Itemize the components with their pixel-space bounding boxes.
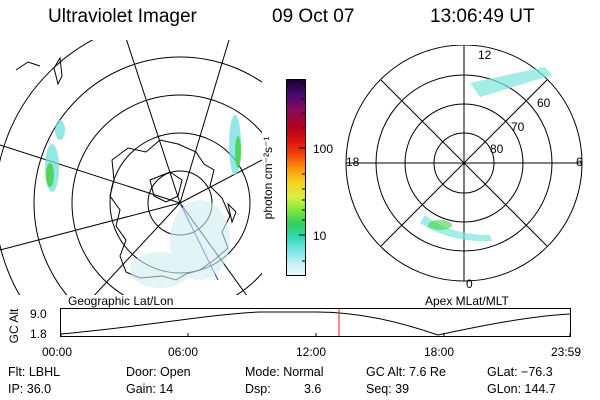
altitude-curve [60, 311, 571, 336]
aurora-bright-emission [235, 136, 241, 168]
status-seq: Seq: 39 [366, 382, 410, 396]
status-gain: Gain: 14 [126, 382, 174, 396]
auroral-bright-emission [428, 220, 452, 230]
latitude-circle [33, 56, 262, 295]
apex-label: Apex MLat/MLT [425, 294, 509, 308]
status-gc-alt: GC Alt: 7.6 Re [366, 365, 446, 379]
status-dsp-value: 3.6 [304, 382, 322, 396]
colorbar [286, 79, 306, 276]
status-filter: Flt: LBHL [8, 365, 61, 379]
status-dsp-label: Dsp: [245, 382, 271, 396]
altitude-max-label: 9.0 [30, 307, 47, 321]
island-coastline [227, 202, 237, 224]
geographic-map [0, 40, 262, 295]
colorbar-tick-label-100: 100 [313, 142, 334, 156]
meridian-line [179, 40, 230, 204]
altitude-axis-label: GC Alt [7, 308, 21, 344]
meridian-line [179, 159, 262, 204]
status-mode: Mode: Normal [245, 365, 324, 379]
meridian-line [0, 202, 181, 251]
altitude-plot [60, 308, 571, 337]
instrument-title: Ultraviolet Imager [48, 6, 197, 27]
mlat-label-80: 80 [490, 142, 504, 156]
time-label: 13:06:49 UT [430, 6, 535, 27]
new-zealand-coastline [53, 56, 63, 86]
apex-polar-map [345, 45, 583, 282]
x-tick-label: 18:00 [424, 345, 455, 359]
x-tick-label: 23:59 [551, 345, 582, 359]
x-tick-label: 06:00 [168, 345, 199, 359]
x-tick-label: 00:00 [42, 345, 73, 359]
mlt-label-18: 18 [346, 155, 360, 169]
mlt-meridian [380, 79, 548, 247]
status-glat: GLat: −76.3 [487, 365, 553, 379]
geographic-label: Geographic Lat/Lon [68, 294, 174, 308]
status-glon: GLon: 144.7 [487, 382, 556, 396]
diffuse-emission [170, 200, 230, 280]
status-ip: IP: 36.0 [8, 382, 52, 396]
colorbar-tick-label-10: 10 [313, 229, 327, 243]
aurora-bright-emission [46, 163, 54, 187]
latitude-circle [71, 94, 262, 295]
mlt-label-6: 6 [576, 155, 583, 169]
mlat-label-70: 70 [511, 120, 525, 134]
ice-shelf-outline [149, 171, 183, 203]
aurora-emission [55, 120, 65, 140]
meridian-line [93, 202, 181, 295]
colorbar-unit-label: photon cm⁻²s⁻¹ [261, 136, 275, 220]
mlt-label-0: 0 [466, 277, 473, 291]
mlat-label-60: 60 [537, 96, 551, 110]
meridian-line [126, 40, 181, 204]
date-label: 09 Oct 07 [272, 6, 355, 27]
auroral-oval-emission [470, 67, 552, 97]
meridian-line [0, 144, 181, 204]
altitude-min-label: 1.8 [30, 327, 47, 341]
status-door: Door: Open [126, 365, 191, 379]
x-tick-label: 12:00 [296, 345, 327, 359]
diffuse-emission [130, 252, 190, 288]
mlt-label-12: 12 [478, 48, 492, 62]
coastline [15, 61, 41, 71]
auroral-oval-emission [420, 215, 492, 242]
